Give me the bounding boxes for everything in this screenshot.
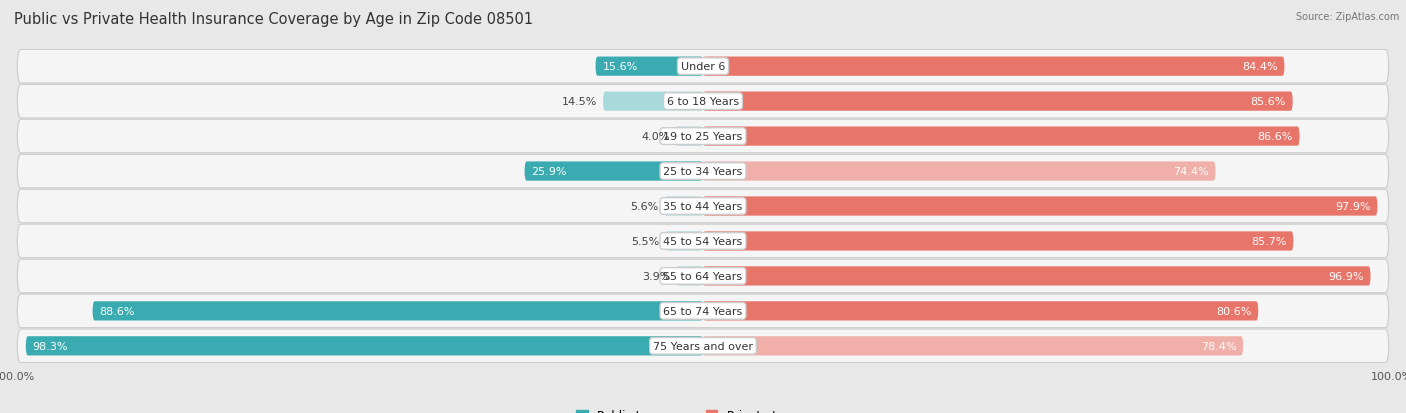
- FancyBboxPatch shape: [17, 190, 1389, 223]
- FancyBboxPatch shape: [665, 232, 703, 251]
- Text: 75 Years and over: 75 Years and over: [652, 341, 754, 351]
- Text: 78.4%: 78.4%: [1201, 341, 1236, 351]
- FancyBboxPatch shape: [524, 162, 703, 181]
- FancyBboxPatch shape: [17, 329, 1389, 363]
- FancyBboxPatch shape: [93, 301, 703, 321]
- Text: 14.5%: 14.5%: [562, 97, 598, 107]
- FancyBboxPatch shape: [17, 120, 1389, 154]
- FancyBboxPatch shape: [703, 197, 1378, 216]
- FancyBboxPatch shape: [703, 267, 1371, 286]
- Text: 19 to 25 Years: 19 to 25 Years: [664, 132, 742, 142]
- Text: 86.6%: 86.6%: [1257, 132, 1292, 142]
- FancyBboxPatch shape: [703, 57, 1285, 76]
- Text: 85.6%: 85.6%: [1250, 97, 1286, 107]
- Text: 74.4%: 74.4%: [1173, 166, 1209, 177]
- Text: 6 to 18 Years: 6 to 18 Years: [666, 97, 740, 107]
- FancyBboxPatch shape: [703, 337, 1243, 356]
- Text: 98.3%: 98.3%: [32, 341, 67, 351]
- FancyBboxPatch shape: [17, 259, 1389, 293]
- FancyBboxPatch shape: [25, 337, 703, 356]
- Text: 5.6%: 5.6%: [631, 202, 659, 211]
- Text: 45 to 54 Years: 45 to 54 Years: [664, 236, 742, 247]
- FancyBboxPatch shape: [17, 50, 1389, 84]
- Text: 65 to 74 Years: 65 to 74 Years: [664, 306, 742, 316]
- Text: 97.9%: 97.9%: [1334, 202, 1371, 211]
- Text: 85.7%: 85.7%: [1251, 236, 1286, 247]
- FancyBboxPatch shape: [17, 294, 1389, 328]
- FancyBboxPatch shape: [596, 57, 703, 76]
- FancyBboxPatch shape: [603, 92, 703, 112]
- Text: 15.6%: 15.6%: [602, 62, 638, 72]
- Text: 96.9%: 96.9%: [1329, 271, 1364, 281]
- Text: 80.6%: 80.6%: [1216, 306, 1251, 316]
- FancyBboxPatch shape: [675, 127, 703, 146]
- Text: 88.6%: 88.6%: [100, 306, 135, 316]
- Text: 25.9%: 25.9%: [531, 166, 567, 177]
- FancyBboxPatch shape: [676, 267, 703, 286]
- Text: Under 6: Under 6: [681, 62, 725, 72]
- Legend: Public Insurance, Private Insurance: Public Insurance, Private Insurance: [571, 404, 835, 413]
- Text: 25 to 34 Years: 25 to 34 Years: [664, 166, 742, 177]
- Text: 55 to 64 Years: 55 to 64 Years: [664, 271, 742, 281]
- Text: 3.9%: 3.9%: [643, 271, 671, 281]
- FancyBboxPatch shape: [665, 197, 703, 216]
- Text: 84.4%: 84.4%: [1241, 62, 1278, 72]
- FancyBboxPatch shape: [17, 155, 1389, 188]
- FancyBboxPatch shape: [703, 162, 1216, 181]
- FancyBboxPatch shape: [703, 92, 1292, 112]
- FancyBboxPatch shape: [703, 301, 1258, 321]
- FancyBboxPatch shape: [17, 225, 1389, 258]
- Text: 4.0%: 4.0%: [641, 132, 669, 142]
- Text: 5.5%: 5.5%: [631, 236, 659, 247]
- Text: 35 to 44 Years: 35 to 44 Years: [664, 202, 742, 211]
- FancyBboxPatch shape: [17, 85, 1389, 119]
- Text: Source: ZipAtlas.com: Source: ZipAtlas.com: [1295, 12, 1399, 22]
- FancyBboxPatch shape: [703, 127, 1299, 146]
- Text: Public vs Private Health Insurance Coverage by Age in Zip Code 08501: Public vs Private Health Insurance Cover…: [14, 12, 533, 27]
- FancyBboxPatch shape: [703, 232, 1294, 251]
